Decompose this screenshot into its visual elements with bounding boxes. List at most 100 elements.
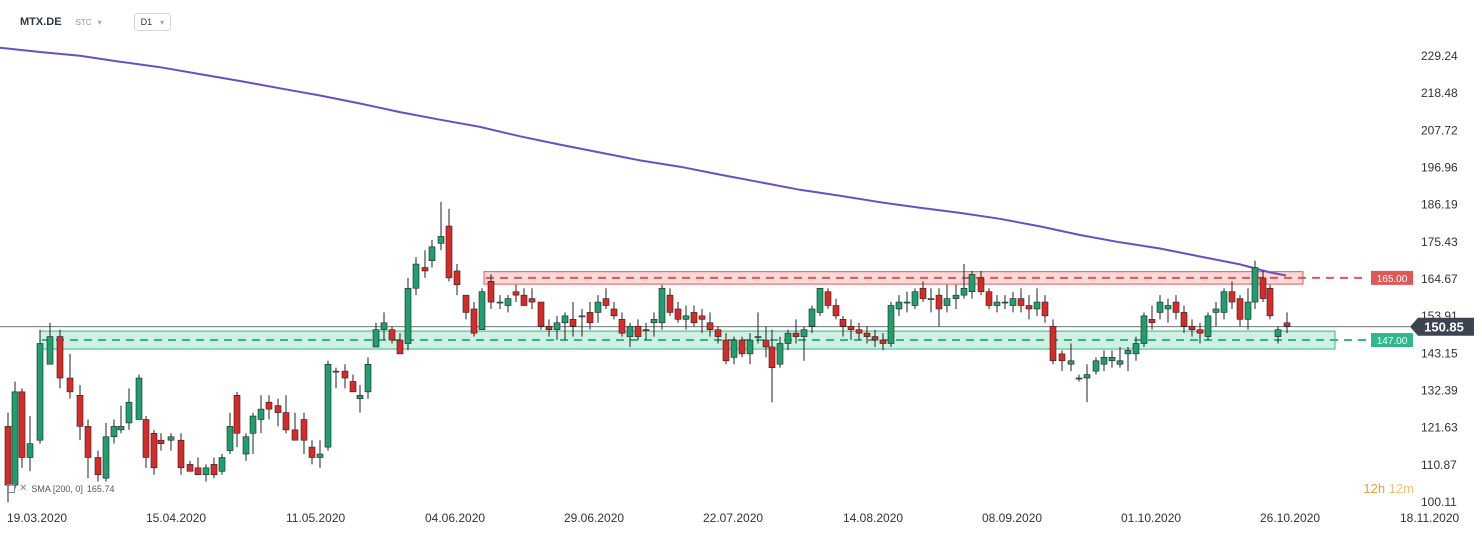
bull-candle: [650, 319, 658, 324]
bear-candle: [396, 339, 404, 355]
x-tick-label: 11.05.2020: [286, 511, 345, 525]
bull-candle: [249, 415, 257, 434]
bear-candle: [76, 395, 84, 427]
bear-candle: [487, 281, 495, 303]
bull-candle: [1001, 301, 1009, 304]
bull-candle: [412, 263, 420, 289]
bear-candle: [4, 426, 12, 486]
bull-candle: [46, 336, 54, 365]
bull-candle: [903, 301, 911, 304]
y-tick-label: 132.39: [1421, 384, 1458, 398]
indicator-legend: ✕ SMA [200, 0] 165.74: [7, 483, 114, 494]
support-label-box: [1371, 333, 1413, 348]
current-price-box: [1410, 317, 1474, 336]
bull-candle: [1116, 360, 1124, 365]
bull-candle: [102, 436, 110, 479]
bear-candle: [839, 319, 847, 327]
bear-candle: [985, 291, 993, 306]
symbol-label[interactable]: MTX.DE: [20, 16, 62, 28]
bull-candle: [1156, 301, 1164, 313]
y-tick-label: 229.24: [1421, 49, 1458, 63]
bull-candle: [816, 287, 824, 313]
bull-candle: [135, 377, 143, 420]
bear-candle: [300, 419, 308, 441]
x-tick-label: 14.08.2020: [843, 511, 903, 525]
bull-candle: [960, 287, 968, 296]
bear-candle: [586, 312, 594, 324]
bull-candle: [895, 301, 903, 310]
candle-timer: 12h 12m: [1363, 481, 1414, 496]
y-tick-label: 186.19: [1421, 198, 1458, 212]
bear-candle: [388, 329, 396, 341]
bull-candle: [1132, 343, 1140, 355]
x-tick-label: 22.07.2020: [703, 511, 763, 525]
bull-candle: [561, 315, 569, 324]
bull-candle: [553, 322, 561, 330]
bear-candle: [1283, 322, 1291, 327]
bear-candle: [855, 329, 863, 334]
bear-candle: [1148, 319, 1156, 324]
y-tick-label: 207.72: [1421, 123, 1458, 137]
bear-candle: [282, 412, 290, 431]
indicator-label: SMA [200, 0]: [31, 483, 83, 494]
x-tick-label: 01.10.2020: [1121, 511, 1181, 525]
bull-candle: [952, 294, 960, 299]
bear-candle: [935, 294, 943, 310]
bear-candle: [1041, 301, 1049, 317]
bear-candle: [1049, 325, 1057, 362]
chevron-down-icon[interactable]: ▾: [97, 17, 102, 27]
x-tick-label: 08.09.2020: [982, 511, 1042, 525]
bear-candle: [157, 439, 165, 444]
bear-candle: [674, 308, 682, 320]
bear-candle: [528, 298, 536, 303]
current-price-label: 150.85: [1424, 320, 1464, 335]
bear-candle: [1172, 301, 1180, 313]
bear-candle: [690, 312, 698, 324]
bear-candle: [762, 339, 770, 348]
bear-candle: [94, 457, 102, 476]
sma200-line: [0, 46, 1287, 277]
close-icon[interactable]: ✕: [19, 483, 28, 494]
bear-candle: [445, 225, 453, 279]
x-tick-label: 19.03.2020: [7, 511, 67, 525]
bear-candle: [824, 291, 832, 306]
indicator-value: 165.74: [86, 483, 115, 494]
bear-candle: [56, 336, 64, 379]
bull-candle: [911, 291, 919, 306]
bear-candle: [462, 294, 470, 313]
source-label[interactable]: STC: [75, 17, 92, 27]
bear-candle: [698, 315, 706, 320]
bull-candle: [428, 246, 436, 261]
bear-candle: [602, 298, 610, 306]
y-tick-label: 175.43: [1421, 235, 1458, 249]
bear-candle: [349, 381, 357, 393]
bull-candle: [578, 315, 586, 318]
bear-candle: [421, 267, 429, 272]
bear-candle: [453, 270, 461, 286]
bear-candle: [150, 433, 158, 469]
bear-candle: [274, 405, 282, 413]
x-tick-label: 26.10.2020: [1260, 511, 1320, 525]
bull-candle: [404, 287, 412, 344]
bull-candle: [754, 336, 762, 338]
y-tick-label: 196.96: [1421, 160, 1458, 174]
timeframe-label: D1: [140, 17, 153, 27]
resistance-label-box: [1371, 270, 1413, 285]
bear-candle: [84, 426, 92, 458]
bear-candle: [879, 339, 887, 344]
bull-candle: [642, 329, 650, 331]
bull-candle: [1244, 301, 1252, 320]
bear-candle: [847, 325, 855, 330]
bull-candle: [1033, 301, 1041, 310]
bull-candle: [36, 343, 44, 441]
bull-candle: [1212, 308, 1220, 313]
timeframe-select[interactable]: D1 ▾: [133, 13, 172, 31]
bear-candle: [977, 277, 985, 292]
bear-candle: [194, 467, 202, 476]
resistance-label: 165.00: [1377, 274, 1408, 285]
bull-candle: [125, 401, 133, 424]
bull-candle: [504, 298, 512, 306]
doc-icon[interactable]: [7, 484, 15, 493]
bear-candle: [1017, 298, 1025, 306]
